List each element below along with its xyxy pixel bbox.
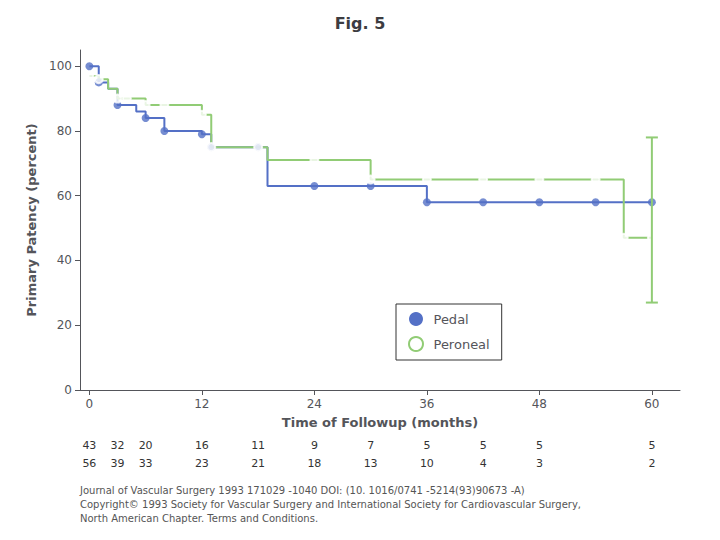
svg-text:43: 43 (82, 439, 96, 452)
svg-text:2: 2 (648, 457, 655, 470)
svg-text:80: 80 (57, 124, 72, 138)
svg-text:5: 5 (648, 439, 655, 452)
svg-text:48: 48 (532, 397, 547, 411)
svg-text:32: 32 (111, 439, 125, 452)
svg-text:Pedal: Pedal (434, 312, 469, 327)
svg-text:20: 20 (139, 439, 153, 452)
svg-text:9: 9 (311, 439, 318, 452)
svg-text:Fig. 5: Fig. 5 (335, 14, 386, 33)
svg-text:36: 36 (419, 397, 434, 411)
svg-text:23: 23 (195, 457, 209, 470)
svg-text:10: 10 (420, 457, 434, 470)
svg-text:16: 16 (195, 439, 209, 452)
svg-text:40: 40 (57, 253, 72, 267)
svg-text:Copyright© 1993 Society for Va: Copyright© 1993 Society for Vascular Sur… (80, 499, 581, 510)
svg-text:60: 60 (57, 189, 72, 203)
svg-text:18: 18 (307, 457, 321, 470)
svg-text:Peroneal: Peroneal (434, 337, 490, 352)
svg-text:5: 5 (536, 439, 543, 452)
svg-text:56: 56 (82, 457, 96, 470)
svg-text:3: 3 (536, 457, 543, 470)
svg-text:5: 5 (423, 439, 430, 452)
svg-text:24: 24 (307, 397, 322, 411)
svg-text:11: 11 (251, 439, 265, 452)
svg-text:12: 12 (194, 397, 209, 411)
svg-text:5: 5 (480, 439, 487, 452)
svg-text:100: 100 (49, 59, 72, 73)
svg-text:21: 21 (251, 457, 265, 470)
svg-text:60: 60 (644, 397, 659, 411)
svg-text:13: 13 (364, 457, 378, 470)
svg-text:7: 7 (367, 439, 374, 452)
svg-text:20: 20 (57, 318, 72, 332)
svg-text:Time of Followup (months): Time of Followup (months) (282, 415, 478, 430)
svg-text:0: 0 (64, 383, 72, 397)
svg-text:Journal of Vascular Surgery 19: Journal of Vascular Surgery 1993 171029 … (79, 485, 525, 496)
svg-text:4: 4 (480, 457, 487, 470)
svg-text:North American Chapter. Terms: North American Chapter. Terms and Condit… (80, 513, 318, 524)
svg-text:33: 33 (139, 457, 153, 470)
svg-text:0: 0 (86, 397, 94, 411)
svg-text:39: 39 (111, 457, 125, 470)
svg-text:Primary Patency (percent): Primary Patency (percent) (24, 123, 39, 316)
